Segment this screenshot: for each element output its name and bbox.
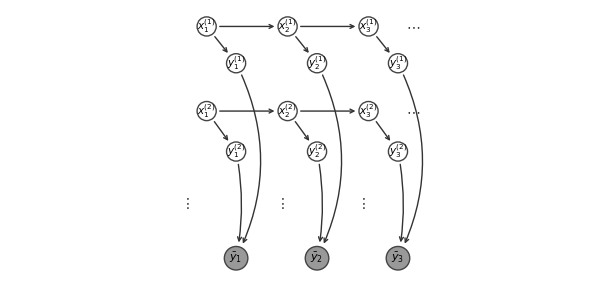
FancyArrowPatch shape (319, 164, 323, 241)
Circle shape (197, 101, 216, 121)
Text: $\bar{y}_3$: $\bar{y}_3$ (391, 251, 405, 265)
Text: $\vdots$: $\vdots$ (180, 196, 190, 210)
Circle shape (226, 142, 245, 161)
Circle shape (389, 54, 408, 73)
Text: $\bar{y}_1$: $\bar{y}_1$ (230, 251, 243, 265)
Circle shape (278, 101, 297, 121)
Text: $x_1^{(1)}$: $x_1^{(1)}$ (198, 17, 216, 35)
Circle shape (305, 246, 329, 270)
Text: $\vdots$: $\vdots$ (275, 196, 285, 210)
Text: $\cdots$: $\cdots$ (406, 104, 420, 118)
Text: $y_3^{(1)}$: $y_3^{(1)}$ (389, 54, 407, 72)
FancyArrowPatch shape (242, 75, 261, 242)
Text: $\bar{y}_2$: $\bar{y}_2$ (310, 251, 324, 265)
Text: $x_3^{(2)}$: $x_3^{(2)}$ (359, 102, 378, 120)
Text: $x_2^{(1)}$: $x_2^{(1)}$ (278, 17, 297, 35)
Circle shape (307, 142, 327, 161)
Text: $y_3^{(2)}$: $y_3^{(2)}$ (389, 142, 407, 160)
Circle shape (359, 17, 378, 36)
Text: $x_1^{(2)}$: $x_1^{(2)}$ (198, 102, 216, 120)
Circle shape (197, 17, 216, 36)
Circle shape (278, 17, 297, 36)
FancyArrowPatch shape (403, 75, 422, 242)
Text: $x_3^{(1)}$: $x_3^{(1)}$ (359, 17, 378, 35)
Circle shape (225, 246, 248, 270)
Text: $y_2^{(2)}$: $y_2^{(2)}$ (308, 142, 326, 160)
Text: $y_1^{(1)}$: $y_1^{(1)}$ (227, 54, 245, 72)
Circle shape (359, 101, 378, 121)
FancyArrowPatch shape (237, 164, 242, 241)
Circle shape (386, 246, 410, 270)
Text: $x_2^{(2)}$: $x_2^{(2)}$ (278, 102, 297, 120)
Circle shape (226, 54, 245, 73)
Circle shape (307, 54, 327, 73)
FancyArrowPatch shape (323, 75, 341, 242)
Text: $y_1^{(2)}$: $y_1^{(2)}$ (227, 142, 245, 160)
Text: $\cdots$: $\cdots$ (406, 19, 420, 33)
Text: $y_2^{(1)}$: $y_2^{(1)}$ (308, 54, 326, 72)
Circle shape (389, 142, 408, 161)
Text: $\vdots$: $\vdots$ (356, 196, 366, 210)
FancyArrowPatch shape (400, 164, 403, 241)
